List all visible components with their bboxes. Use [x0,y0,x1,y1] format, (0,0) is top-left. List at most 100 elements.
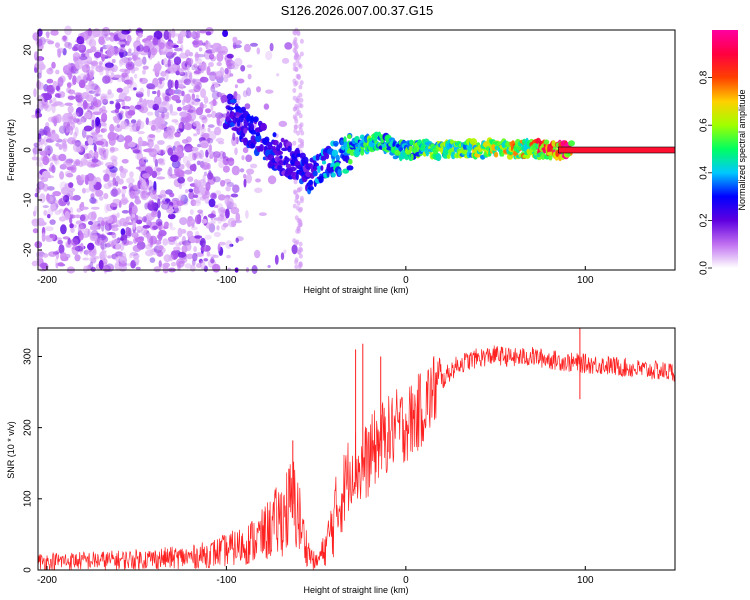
noise-blob [134,57,143,67]
noise-blob [299,51,304,57]
noise-blob [161,111,165,119]
noise-blob [194,70,200,74]
noise-blob [293,179,298,185]
noise-blob [116,123,120,129]
noise-blob [150,84,156,90]
noise-blob [101,250,107,254]
noise-blob [125,61,135,70]
noise-blob [243,43,251,53]
noise-blob [168,254,174,262]
noise-blob [245,173,252,184]
noise-blob [134,199,141,204]
noise-blob [297,249,302,255]
noise-blob [115,99,125,102]
noise-blob [104,243,112,248]
noise-blob [153,181,157,191]
ridge-blob [469,138,478,145]
noise-blob [86,134,90,138]
noise-blob [68,70,72,80]
noise-blob [178,260,185,264]
noise-blob [89,234,99,242]
noise-blob [50,203,56,211]
noise-blob [128,227,132,237]
noise-blob [158,42,165,50]
noise-blob [215,190,222,196]
ridge-blob [284,157,291,163]
noise-blob [117,112,124,120]
bottom-x-tick-label: 0 [403,575,409,586]
noise-blob [211,46,216,54]
noise-blob [49,234,54,238]
noise-blob [113,34,120,42]
noise-blob [170,154,179,162]
noise-blob [199,114,207,120]
noise-blob [297,264,302,270]
noise-blob [109,100,114,105]
noise-blob [235,237,239,243]
noise-blob [281,57,290,64]
noise-blob [168,29,172,40]
noise-blob [202,42,206,46]
noise-blob [39,69,43,75]
noise-blob [137,44,144,52]
noise-blob [74,142,83,147]
noise-blob [109,32,114,36]
noise-blob [77,44,85,51]
spectrogram-ridge [222,93,676,195]
ridge-blob [349,151,355,156]
noise-blob [69,117,77,125]
noise-blob [296,226,301,231]
noise-blob [67,82,72,89]
noise-blob [244,103,251,110]
ridge-blob [331,149,339,157]
ridge-blob [250,115,254,124]
noise-blob [89,255,97,264]
noise-blob [122,221,129,227]
noise-blob [200,142,209,149]
noise-blob [182,99,185,106]
noise-blob [299,198,304,204]
noise-blob [135,215,139,219]
noise-blob [294,264,299,270]
noise-blob [295,194,300,199]
noise-blob [199,240,206,246]
noise-blob [79,144,88,151]
noise-blob [169,222,173,228]
noise-blob [218,50,226,54]
noise-blob [218,207,226,215]
noise-blob [256,86,261,93]
noise-blob [234,84,238,89]
noise-blob [162,197,171,205]
noise-blob [200,64,205,74]
noise-blob [87,28,93,37]
noise-blob [69,217,73,224]
noise-blob [101,29,108,39]
noise-blob [36,94,46,103]
noise-blob [128,48,132,53]
noise-blob [132,222,136,228]
noise-blob [121,105,130,110]
noise-blob [113,74,122,79]
noise-blob [135,226,144,232]
noise-blob [231,63,239,70]
noise-blob [134,195,139,200]
noise-blob [147,201,156,212]
noise-blob [225,185,231,192]
noise-blob [126,177,135,184]
noise-blob [138,158,147,167]
noise-blob [176,128,184,134]
noise-blob [226,197,234,208]
noise-blob [185,57,192,66]
noise-blob [129,253,133,259]
noise-blob [175,70,180,76]
ridge-blob [301,156,309,165]
noise-blob [212,42,219,48]
noise-blob [142,65,149,70]
noise-blob [246,87,252,97]
noise-blob [142,98,148,108]
noise-blob [76,208,82,213]
noise-blob [47,127,52,137]
noise-blob [35,160,42,167]
noise-blob [216,52,224,62]
